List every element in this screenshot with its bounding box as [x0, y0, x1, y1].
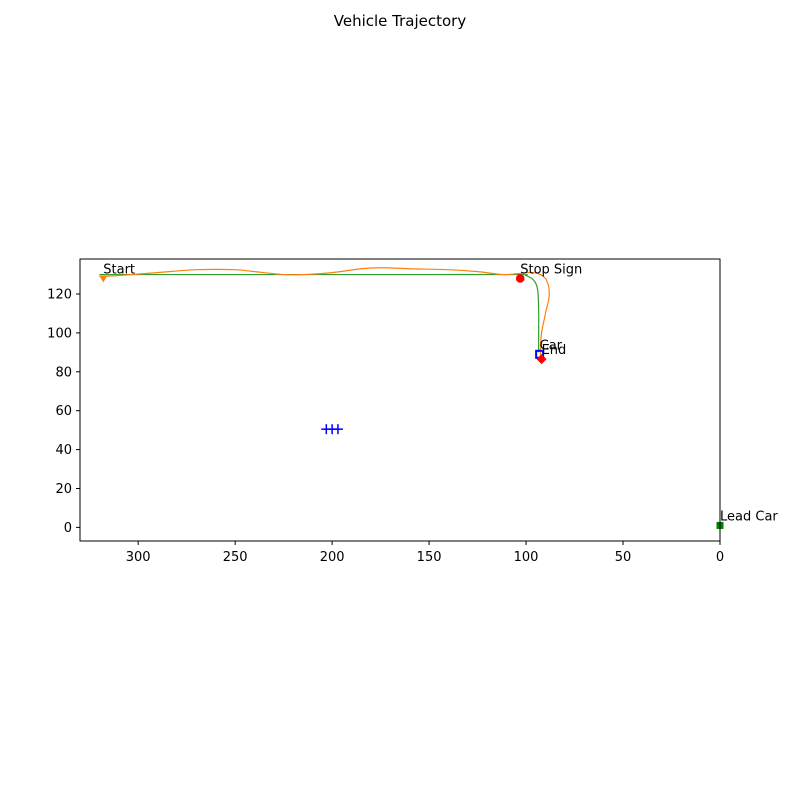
stop-sign-marker [516, 274, 525, 283]
y-tick-label: 20 [55, 482, 72, 497]
y-tick-label: 40 [55, 443, 72, 458]
stop-sign-label: Stop Sign [520, 262, 582, 277]
y-tick-label: 60 [55, 404, 72, 419]
x-tick-label: 150 [417, 550, 442, 565]
x-tick-label: 50 [615, 550, 632, 565]
trajectory-line-2 [99, 267, 550, 359]
x-tick-label: 250 [223, 550, 248, 565]
plot-frame [79, 258, 721, 542]
x-tick-label: 300 [126, 550, 151, 565]
tick-layer: 300 250 200 150 100 50 0 0 20 40 60 80 100 120 [47, 288, 724, 565]
x-tick-label: 0 [716, 550, 724, 565]
start-label: Start [103, 262, 135, 277]
series-layer [99, 267, 550, 359]
y-tick-label: 80 [55, 365, 72, 380]
end-label: End [542, 343, 567, 358]
x-tick-label: 100 [514, 550, 539, 565]
lead-car-label: Lead Car [720, 509, 778, 524]
end-marker [536, 354, 547, 365]
trajectory-line-1 [99, 273, 540, 353]
car-label: Car [540, 338, 563, 353]
obstacle-marker-3 [332, 424, 343, 435]
y-tick-label: 120 [47, 288, 72, 303]
y-tick-label: 0 [64, 521, 72, 536]
x-tick-label: 200 [320, 550, 345, 565]
marker-layer [99, 274, 724, 529]
chart-title: Vehicle Trajectory [333, 12, 467, 30]
y-tick-label: 100 [47, 326, 72, 341]
start-marker [99, 275, 108, 283]
